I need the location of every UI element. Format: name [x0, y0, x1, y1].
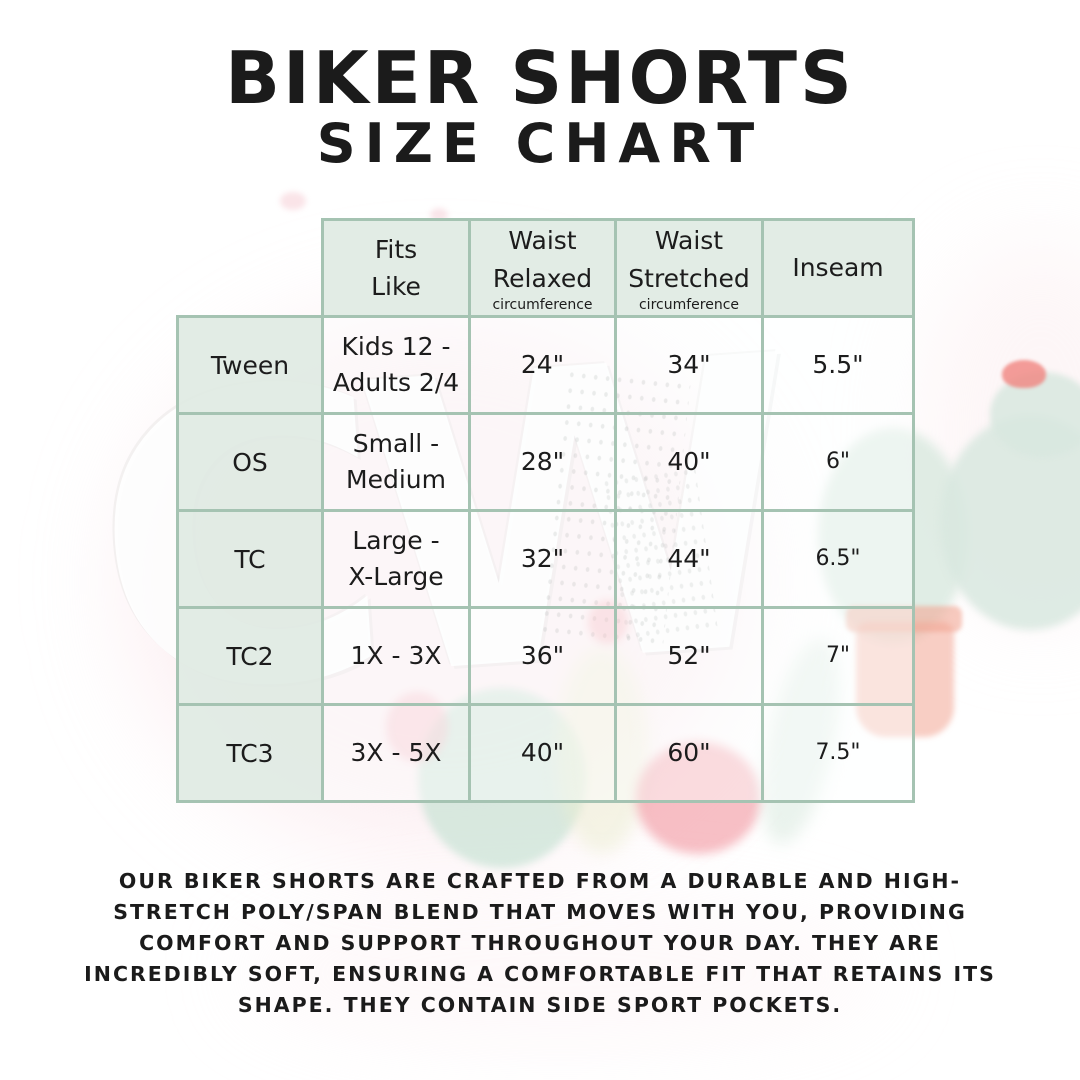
- header-inseam-label: Inseam: [792, 253, 884, 283]
- table-row-tc3: TC3 3X - 5X 40" 60" 7.5": [176, 703, 915, 803]
- fits-like-cell: Large - X-Large: [321, 509, 471, 609]
- fits-like-cell: 1X - 3X: [321, 606, 471, 706]
- header-waist-relaxed-sub: circumference: [492, 297, 593, 314]
- product-description: OUR BIKER SHORTS ARE CRAFTED FROM A DURA…: [84, 869, 996, 1017]
- header-empty-cell: [178, 220, 323, 317]
- waist-stretched-cell: 44": [614, 509, 764, 609]
- size-label-cell: TC2: [176, 606, 324, 706]
- size-label-cell: TC: [176, 509, 324, 609]
- fits-like-cell: Small - Medium: [321, 412, 471, 512]
- header-waist-stretched: Waist Stretched circumference: [614, 218, 764, 318]
- waist-stretched-cell: 40": [614, 412, 764, 512]
- page-subtitle: SIZE CHART: [316, 112, 764, 175]
- watermark-cactus-flower: [1002, 360, 1046, 388]
- header-fits-like-label: Fits Like: [371, 234, 421, 302]
- watermark-cactus-pad: [990, 372, 1080, 457]
- size-label-cell: Tween: [176, 315, 324, 415]
- table-row-os: OS Small - Medium 28" 40" 6": [176, 412, 915, 512]
- fits-like-cell: 3X - 5X: [321, 703, 471, 803]
- header-fits-like: Fits Like: [321, 218, 471, 318]
- fits-like-cell: Kids 12 - Adults 2/4: [321, 315, 471, 415]
- size-table: Fits Like Waist Relaxed circumference Wa…: [176, 218, 915, 803]
- waist-stretched-cell: 60": [614, 703, 764, 803]
- page-title: BIKER SHORTS: [225, 36, 855, 120]
- inseam-cell: 5.5": [761, 315, 915, 415]
- waist-relaxed-cell: 28": [468, 412, 617, 512]
- waist-relaxed-cell: 24": [468, 315, 617, 415]
- table-row-tween: Tween Kids 12 - Adults 2/4 24" 34" 5.5": [176, 315, 915, 415]
- header-waist-stretched-label: Waist Stretched: [628, 226, 750, 293]
- waist-relaxed-cell: 40": [468, 703, 617, 803]
- header-waist-stretched-sub: circumference: [638, 297, 740, 314]
- table-row-tc2: TC2 1X - 3X 36" 52" 7": [176, 606, 915, 706]
- size-label-cell: TC3: [176, 703, 324, 803]
- table-row-tc: TC Large - X-Large 32" 44" 6.5": [176, 509, 915, 609]
- watermark-pink-wash-right: [918, 238, 1080, 623]
- watermark-cactus-pad: [940, 415, 1080, 630]
- waist-stretched-cell: 52": [614, 606, 764, 706]
- waist-relaxed-cell: 32": [468, 509, 617, 609]
- waist-stretched-cell: 34": [614, 315, 764, 415]
- inseam-cell: 7.5": [761, 703, 915, 803]
- watermark-pink-dot: [280, 192, 306, 210]
- inseam-cell: 6.5": [761, 509, 915, 609]
- header-waist-relaxed: Waist Relaxed circumference: [468, 218, 617, 318]
- inseam-cell: 7": [761, 606, 915, 706]
- waist-relaxed-cell: 36": [468, 606, 617, 706]
- size-label-cell: OS: [176, 412, 324, 512]
- header-inseam: Inseam: [761, 218, 915, 318]
- inseam-cell: 6": [761, 412, 915, 512]
- header-row: Fits Like Waist Relaxed circumference Wa…: [178, 218, 915, 318]
- header-waist-relaxed-label: Waist Relaxed: [492, 226, 593, 293]
